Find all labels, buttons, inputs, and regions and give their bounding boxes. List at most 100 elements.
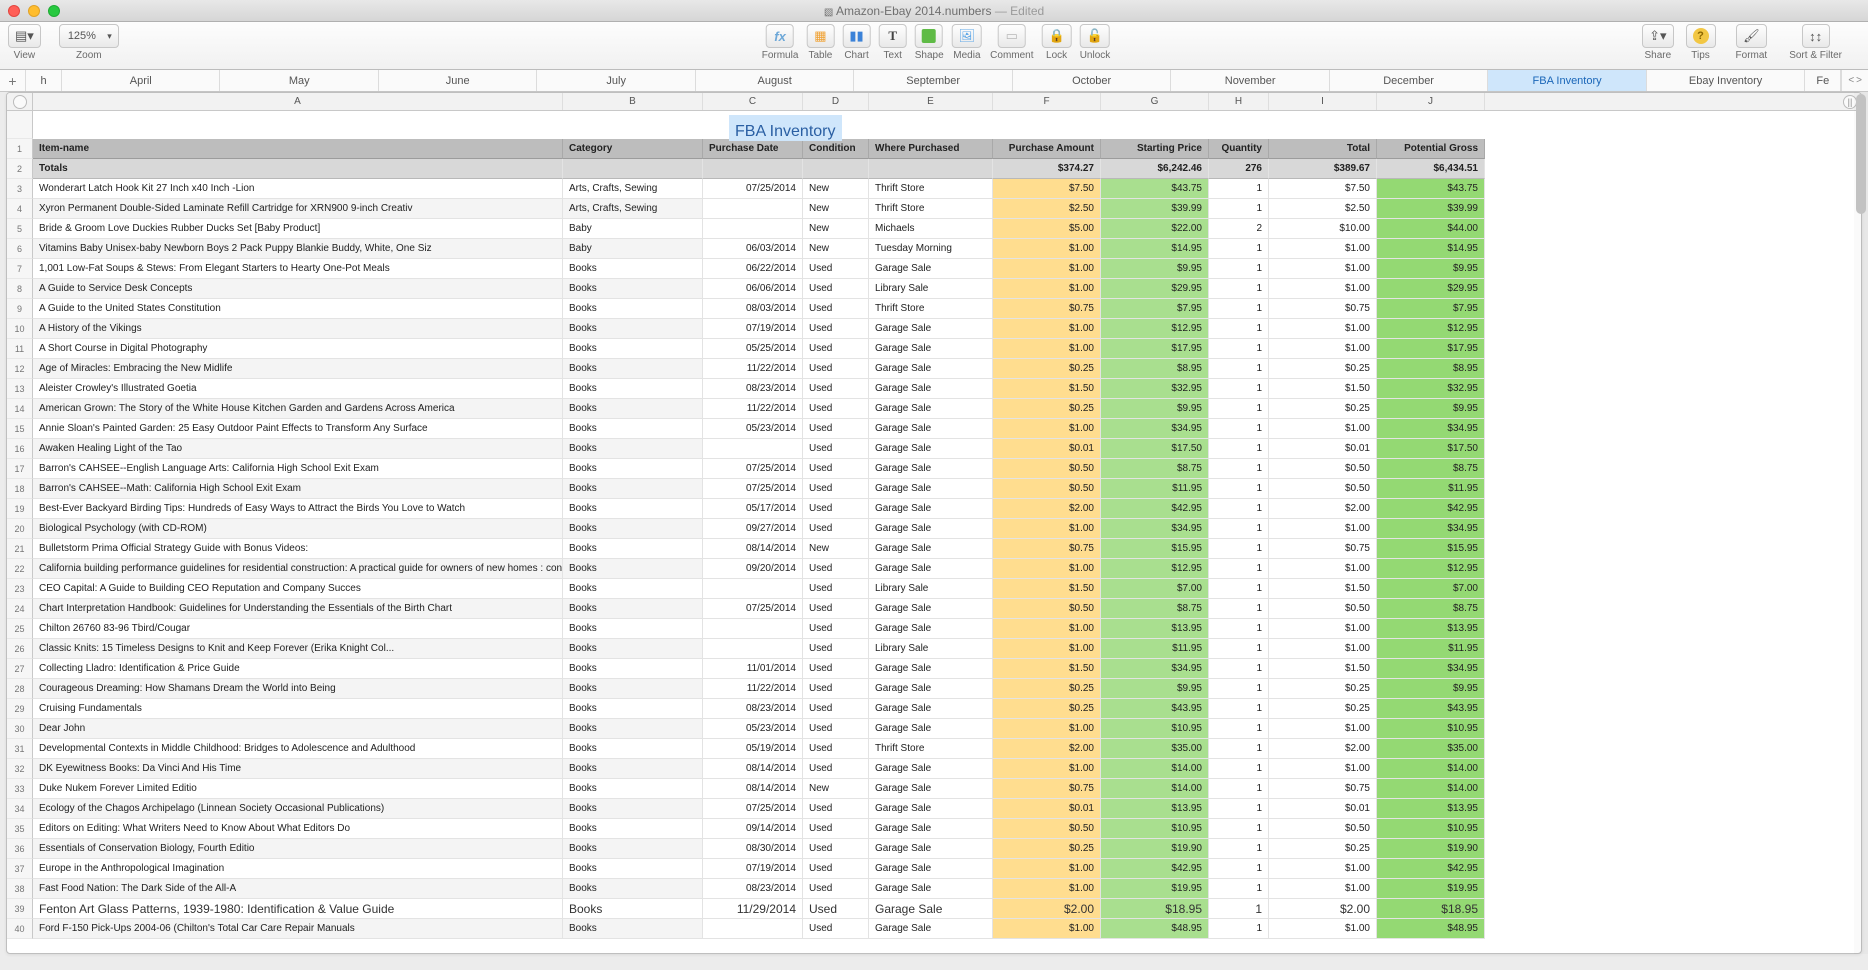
cell[interactable]: $48.95 (1101, 919, 1209, 939)
cell[interactable]: Thrift Store (869, 299, 993, 319)
sheet-tab[interactable]: May (220, 70, 378, 91)
cell[interactable]: Books (563, 859, 703, 879)
cell[interactable] (563, 159, 703, 179)
cell[interactable]: Garage Sale (869, 419, 993, 439)
cell[interactable] (703, 199, 803, 219)
cell[interactable] (703, 579, 803, 599)
cell[interactable]: 06/06/2014 (703, 279, 803, 299)
cell[interactable]: Garage Sale (869, 599, 993, 619)
cell[interactable]: Books (563, 759, 703, 779)
cell[interactable]: Used (803, 879, 869, 899)
media-button[interactable]: 🖼Media (952, 24, 983, 61)
row-number[interactable]: 30 (7, 719, 33, 739)
cell[interactable]: Garage Sale (869, 499, 993, 519)
row-number[interactable]: 20 (7, 519, 33, 539)
cell[interactable]: 1 (1209, 619, 1269, 639)
row-number[interactable]: 4 (7, 199, 33, 219)
cell[interactable]: New (803, 539, 869, 559)
cell[interactable]: $0.25 (1269, 679, 1377, 699)
cell[interactable]: Books (563, 739, 703, 759)
cell[interactable]: $1.50 (993, 659, 1101, 679)
cell[interactable]: 11/01/2014 (703, 659, 803, 679)
cell[interactable]: 1 (1209, 379, 1269, 399)
share-button[interactable]: ⇪▾Share (1642, 24, 1673, 61)
row-number[interactable]: 33 (7, 779, 33, 799)
cell[interactable]: $1.00 (1269, 259, 1377, 279)
cell[interactable]: Books (563, 279, 703, 299)
cell[interactable]: Condition (803, 139, 869, 159)
cell[interactable]: Garage Sale (869, 359, 993, 379)
cell[interactable]: $42.95 (1377, 499, 1485, 519)
cell[interactable]: Library Sale (869, 579, 993, 599)
cell[interactable]: $0.01 (1269, 439, 1377, 459)
cell[interactable]: Books (563, 339, 703, 359)
cell[interactable]: Used (803, 359, 869, 379)
cell[interactable]: $0.50 (1269, 819, 1377, 839)
cell[interactable]: Books (563, 719, 703, 739)
sheet-tab[interactable]: August (696, 70, 854, 91)
cell[interactable]: Age of Miracles: Embracing the New Midli… (33, 359, 563, 379)
cell[interactable]: Thrift Store (869, 179, 993, 199)
cell[interactable]: $0.50 (993, 599, 1101, 619)
cell[interactable]: $9.95 (1377, 399, 1485, 419)
cell[interactable]: 11/22/2014 (703, 359, 803, 379)
unlock-button[interactable]: 🔓Unlock (1080, 24, 1111, 61)
cell[interactable]: Used (803, 499, 869, 519)
cell[interactable]: Garage Sale (869, 759, 993, 779)
cell[interactable]: $0.75 (993, 539, 1101, 559)
row-number[interactable]: 19 (7, 499, 33, 519)
cell[interactable]: $2.00 (993, 739, 1101, 759)
cell[interactable]: Bulletstorm Prima Official Strategy Guid… (33, 539, 563, 559)
cell[interactable]: $34.95 (1377, 659, 1485, 679)
cell[interactable]: Books (563, 899, 703, 919)
cell[interactable]: $32.95 (1101, 379, 1209, 399)
cell[interactable]: Used (803, 819, 869, 839)
cell[interactable]: Tuesday Morning (869, 239, 993, 259)
cell[interactable]: $0.50 (1269, 599, 1377, 619)
cell[interactable]: $1.50 (1269, 659, 1377, 679)
sheet-tab[interactable]: April (62, 70, 220, 91)
cell[interactable]: $10.95 (1101, 819, 1209, 839)
view-button[interactable]: ▤▾View (8, 24, 41, 61)
cell[interactable]: $2.00 (993, 499, 1101, 519)
row-number[interactable]: 35 (7, 819, 33, 839)
cell[interactable]: 07/19/2014 (703, 319, 803, 339)
cell[interactable]: Baby (563, 239, 703, 259)
cell[interactable]: Arts, Crafts, Sewing (563, 179, 703, 199)
cell[interactable]: Developmental Contexts in Middle Childho… (33, 739, 563, 759)
cell[interactable]: $0.75 (1269, 539, 1377, 559)
cell[interactable]: Arts, Crafts, Sewing (563, 199, 703, 219)
cell[interactable]: Used (803, 399, 869, 419)
cell[interactable]: $1.00 (993, 519, 1101, 539)
cell[interactable]: $15.95 (1101, 539, 1209, 559)
table-button[interactable]: ▦Table (806, 24, 834, 61)
row-number[interactable]: 18 (7, 479, 33, 499)
cell[interactable]: Biological Psychology (with CD-ROM) (33, 519, 563, 539)
cell[interactable]: $1.00 (993, 879, 1101, 899)
sheet-tab[interactable]: December (1330, 70, 1488, 91)
cell[interactable]: Garage Sale (869, 659, 993, 679)
cell[interactable]: Used (803, 719, 869, 739)
cell[interactable] (703, 919, 803, 939)
cell[interactable]: Books (563, 419, 703, 439)
cell[interactable]: Barron's CAHSEE--Math: California High S… (33, 479, 563, 499)
cell[interactable]: $34.95 (1101, 659, 1209, 679)
row-number[interactable]: 1 (7, 139, 33, 159)
column-header[interactable]: B (563, 93, 703, 110)
cell[interactable]: $2.00 (1269, 899, 1377, 919)
cell[interactable]: 1 (1209, 259, 1269, 279)
cell[interactable] (703, 639, 803, 659)
cell[interactable]: Ecology of the Chagos Archipelago (Linne… (33, 799, 563, 819)
cell[interactable]: $32.95 (1377, 379, 1485, 399)
cell[interactable]: 1 (1209, 799, 1269, 819)
cell[interactable]: 08/14/2014 (703, 779, 803, 799)
cell[interactable]: $1.50 (1269, 379, 1377, 399)
cell[interactable]: $7.95 (1101, 299, 1209, 319)
cell[interactable]: Thrift Store (869, 739, 993, 759)
cell[interactable]: Editors on Editing: What Writers Need to… (33, 819, 563, 839)
cell[interactable]: $1.00 (993, 559, 1101, 579)
cell[interactable]: Books (563, 439, 703, 459)
cell[interactable]: Used (803, 679, 869, 699)
cell[interactable]: Garage Sale (869, 619, 993, 639)
cell[interactable]: 08/30/2014 (703, 839, 803, 859)
